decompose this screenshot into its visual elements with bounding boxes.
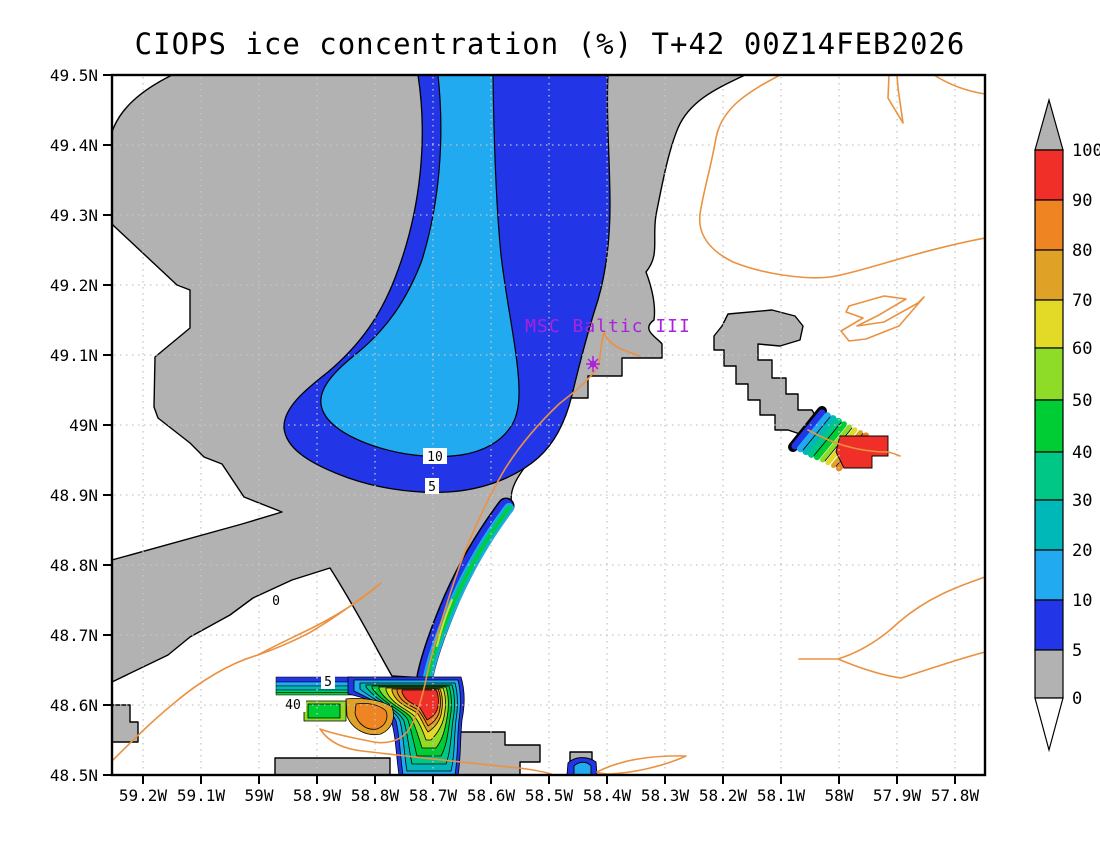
lon-tick-label: 57.8W — [931, 786, 980, 805]
lat-tick-label: 48.7N — [50, 626, 98, 645]
lat-tick-label: 48.9N — [50, 486, 98, 505]
lat-axis: 49.5N 49.4N 49.3N 49.2N 49.1N 49N 48.9N … — [50, 66, 112, 785]
lon-tick-label: 58.2W — [699, 786, 748, 805]
east-red-blob — [835, 435, 889, 469]
ice-tongue-10-20pct — [320, 75, 520, 458]
colorbar-label: 10 — [1072, 591, 1092, 611]
lat-tick-label: 49.5N — [50, 66, 98, 85]
colorbar-label: 50 — [1072, 391, 1092, 411]
coastline-bay-station — [319, 332, 641, 775]
lon-tick-label: 58.8W — [351, 786, 400, 805]
graticule-grid — [114, 77, 983, 773]
coastline-bottom-island — [596, 755, 687, 775]
contour-label-0: 0 — [272, 594, 280, 609]
station-label: MSC Baltic III — [525, 316, 691, 337]
lon-tick-label: 58.6W — [467, 786, 516, 805]
lon-tick-label: 58.3W — [641, 786, 690, 805]
coastline-through-red-blob — [807, 429, 901, 457]
colorbar-label: 60 — [1072, 339, 1092, 359]
lon-tick-label: 58.4W — [583, 786, 632, 805]
colorbar-label: 20 — [1072, 541, 1092, 561]
lon-tick-label: 58.1W — [757, 786, 806, 805]
coastal-ice-strip — [416, 497, 515, 685]
lon-tick-label: 59.1W — [177, 786, 226, 805]
colorbar-label: 90 — [1072, 191, 1092, 211]
lat-tick-label: 48.8N — [50, 556, 98, 575]
coastline-lines — [112, 75, 985, 775]
coastline-southwest — [112, 654, 259, 762]
contour-label-5b: 5 — [324, 675, 332, 690]
colorbar-label: 80 — [1072, 241, 1092, 261]
colorbar-label: 70 — [1072, 291, 1092, 311]
land-bottom-strip — [274, 757, 391, 775]
page-title: CIOPS ice concentration (%) T+42 00Z14FE… — [135, 27, 966, 61]
map-plot-area: 10 5 0 5 40 MSC Baltic III — [112, 75, 985, 775]
lat-tick-label: 49.3N — [50, 206, 98, 225]
colorbar-label: 30 — [1072, 491, 1092, 511]
station-marker-group — [586, 356, 600, 372]
lat-tick-label: 48.5N — [50, 766, 98, 785]
lon-tick-label: 58.9W — [293, 786, 342, 805]
contour-label-5a: 5 — [428, 480, 436, 495]
colorbar-bottom-arrow — [1034, 697, 1064, 753]
lon-tick-label: 59W — [245, 786, 274, 805]
lat-tick-label: 49.2N — [50, 276, 98, 295]
lon-tick-label: 58.5W — [525, 786, 574, 805]
colorbar-label: 5 — [1072, 641, 1082, 661]
contour-label-40: 40 — [285, 698, 301, 713]
lon-tick-label: 57.9W — [873, 786, 922, 805]
lat-tick-label: 49N — [69, 416, 98, 435]
lon-tick-label: 59.2W — [119, 786, 168, 805]
lat-tick-label: 48.6N — [50, 696, 98, 715]
colorbar-label: 40 — [1072, 443, 1092, 463]
coastline-main-northeast — [699, 75, 985, 279]
coastline-top-spike — [887, 75, 904, 124]
sw-band-left — [275, 676, 353, 696]
coastline-southeast-b — [837, 576, 985, 660]
lon-tick-label: 58.7W — [409, 786, 458, 805]
bottom-blue-blob — [566, 757, 598, 775]
colorbar-label: 0 — [1072, 689, 1082, 709]
colorbar: 100 90 80 70 60 50 40 30 20 10 5 0 — [1034, 97, 1100, 753]
coastline-east-zigzag — [840, 295, 925, 342]
lon-axis: 59.2W 59.1W 59W 58.9W 58.8W 58.7W 58.6W … — [119, 775, 980, 805]
coastline-top-right — [933, 75, 985, 95]
coastline-southeast-a — [798, 651, 985, 679]
contour-labels: 10 5 0 5 40 — [269, 448, 447, 713]
lat-tick-label: 49.4N — [50, 136, 98, 155]
lat-tick-label: 49.1N — [50, 346, 98, 365]
contour-label-10: 10 — [427, 450, 443, 465]
land-bottom-stair — [447, 731, 541, 775]
lon-tick-label: 58W — [825, 786, 854, 805]
colorbar-label: 100 — [1072, 141, 1100, 161]
land-left-edge-piece — [112, 704, 139, 743]
